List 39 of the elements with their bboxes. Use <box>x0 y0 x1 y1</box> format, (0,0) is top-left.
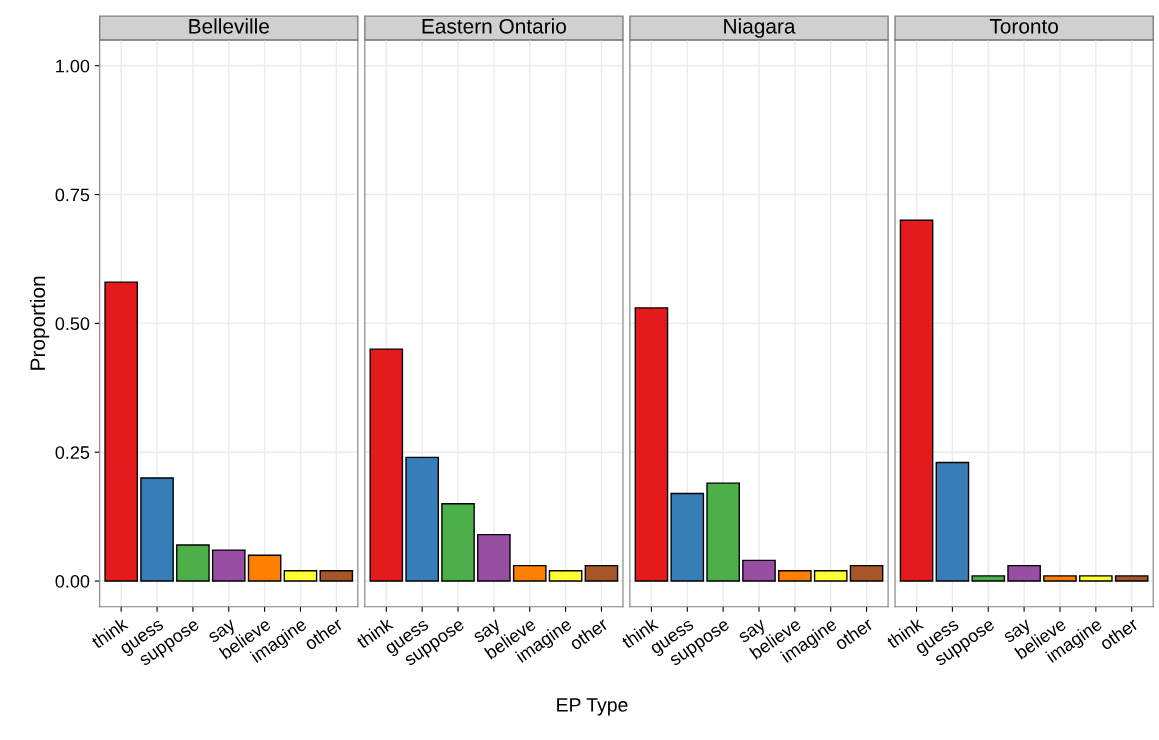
bar <box>1007 564 1041 582</box>
bar <box>742 559 776 582</box>
y-tick-label: 0.00 <box>55 574 90 588</box>
bar <box>1079 575 1113 582</box>
bar <box>441 503 475 582</box>
bar <box>935 461 970 582</box>
y-tick-label: 1.00 <box>56 59 90 73</box>
chart-title: Eastern Ontario <box>422 18 566 34</box>
y-tick-label: 0.25 <box>55 446 90 459</box>
bar <box>405 456 439 582</box>
bar <box>211 549 246 582</box>
bar <box>369 348 404 582</box>
bar <box>477 533 511 582</box>
y-tick-label: 0.50 <box>55 317 90 331</box>
chart-title: Niagara <box>724 18 796 38</box>
bar <box>319 570 354 582</box>
bar <box>706 482 740 582</box>
bar <box>584 564 619 582</box>
bar <box>283 570 318 582</box>
bar <box>512 564 547 582</box>
bar <box>1114 575 1149 582</box>
y-axis-title: Proportion <box>29 276 50 370</box>
bar <box>140 477 174 582</box>
bar <box>899 219 934 582</box>
bar <box>634 307 669 582</box>
bar <box>971 575 1006 582</box>
bar <box>670 492 705 582</box>
bar <box>849 564 884 582</box>
bar <box>176 544 210 582</box>
bar <box>778 570 812 582</box>
bar <box>104 281 139 582</box>
x-axis-title: EP Type <box>557 698 628 716</box>
bar <box>548 570 583 582</box>
chart-title: Toronto <box>989 19 1058 34</box>
bar <box>1043 575 1077 582</box>
y-tick-label: 0.75 <box>55 188 90 202</box>
bar <box>813 570 848 582</box>
bar <box>247 554 282 582</box>
chart-title: Belleville <box>189 18 269 34</box>
